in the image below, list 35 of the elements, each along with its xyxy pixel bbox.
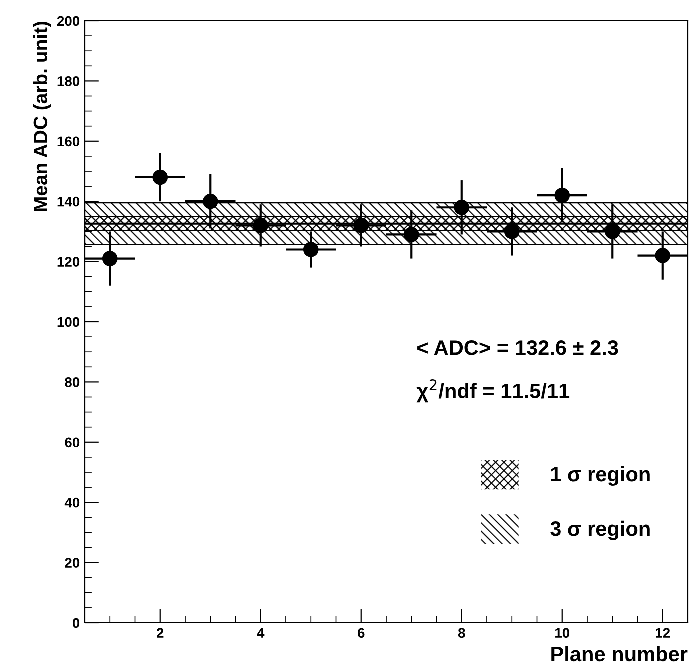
y-axis-title: Mean ADC (arb. unit) bbox=[33, 22, 52, 212]
point bbox=[303, 242, 319, 258]
point bbox=[655, 248, 671, 264]
y-tick-label: 140 bbox=[58, 196, 80, 207]
point bbox=[354, 218, 370, 234]
x-tick-label: 12 bbox=[656, 628, 670, 638]
point bbox=[202, 194, 218, 210]
x-tick-label: 6 bbox=[358, 628, 365, 638]
y-tick-label: 20 bbox=[65, 558, 80, 568]
point bbox=[404, 227, 420, 242]
point bbox=[504, 224, 520, 240]
point bbox=[152, 170, 168, 186]
y-tick-label: 180 bbox=[58, 76, 80, 86]
y-tick-label: 80 bbox=[65, 378, 80, 388]
x-tick-label: 10 bbox=[556, 628, 570, 638]
x-axis-title: Plane number bbox=[552, 646, 688, 662]
x-tick-label: 2 bbox=[156, 628, 164, 638]
y-tick-label: 200 bbox=[57, 16, 80, 26]
y-tick-label: 100 bbox=[58, 317, 80, 328]
y-tick-label: 0 bbox=[72, 618, 80, 628]
y-tick-label: 40 bbox=[64, 498, 80, 508]
point bbox=[454, 200, 470, 216]
annotation: < ADC> = 132.6 ± 2.3 bbox=[418, 340, 618, 356]
point bbox=[554, 188, 570, 204]
point bbox=[102, 251, 118, 266]
annotation: χ$^{2}$/ndf = 11.5/11 bbox=[416, 379, 570, 403]
point bbox=[604, 224, 620, 240]
x-tick-label: 4 bbox=[257, 628, 265, 638]
point bbox=[253, 218, 269, 234]
legend-label: 1 σ region bbox=[551, 466, 650, 486]
legend-label: 3 σ region bbox=[550, 520, 650, 540]
x-tick-label: 8 bbox=[458, 628, 466, 638]
y-tick-label: 120 bbox=[58, 257, 80, 267]
y-tick-label: 160 bbox=[58, 136, 80, 147]
y-tick-label: 60 bbox=[65, 438, 80, 448]
